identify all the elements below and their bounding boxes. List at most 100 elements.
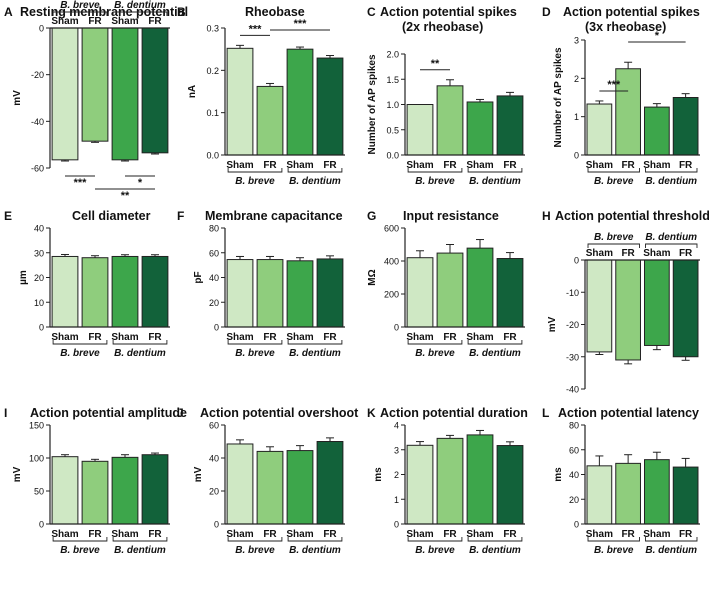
bar <box>644 259 670 346</box>
group-label: B. breve <box>235 348 275 359</box>
bar <box>256 259 284 328</box>
significance-label: * <box>655 30 660 42</box>
x-tick-label: Sham <box>286 332 313 343</box>
y-tick-label: 0 <box>574 256 579 266</box>
y-tick-label: 0 <box>574 151 579 161</box>
significance-label: * <box>138 177 143 189</box>
bar <box>672 466 699 525</box>
y-tick-label: 40 <box>34 224 44 234</box>
panel-k: K Action potential duration 0 1 2 3 4 ms Sham FR S… <box>367 406 528 556</box>
x-tick-label: FR <box>88 16 102 27</box>
y-tick-label: 20 <box>569 495 579 505</box>
chart-title: Action potential overshoot <box>200 406 359 420</box>
chart-title: Rheobase <box>245 5 305 19</box>
group-bracket <box>287 537 343 542</box>
group-bracket <box>467 168 523 173</box>
chart-title: Action potential amplitude <box>30 406 187 420</box>
y-tick-label: 20 <box>34 273 44 283</box>
y-tick-label: 0 <box>39 24 44 34</box>
bar <box>316 441 344 525</box>
group-label: B. breve <box>594 176 634 187</box>
bar <box>286 450 314 525</box>
x-tick-label: FR <box>679 248 693 259</box>
group-label: B. breve <box>235 176 275 187</box>
group-bracket <box>407 340 463 345</box>
y-tick-label: 100 <box>29 454 44 464</box>
group-bracket <box>587 168 640 173</box>
x-tick-label: Sham <box>466 332 493 343</box>
x-tick-label: FR <box>503 529 517 540</box>
group-label: B. dentium <box>645 176 697 187</box>
bar <box>141 454 169 525</box>
x-tick-label: FR <box>148 332 162 343</box>
x-tick-label: FR <box>323 332 337 343</box>
group-bracket <box>645 537 698 542</box>
bar <box>141 27 169 154</box>
bar <box>466 434 494 525</box>
panel-letter: C <box>367 5 376 19</box>
y-tick-label: 0.5 <box>386 125 399 135</box>
bar <box>406 257 434 328</box>
y-tick-label: 0 <box>574 520 579 530</box>
y-tick-label: 3 <box>574 36 579 46</box>
panel-g: G Input resistance 0 200 400 600 MΩ Sham FR Sham F… <box>367 209 525 359</box>
group-bracket <box>407 168 463 173</box>
x-tick-label: Sham <box>586 248 613 259</box>
y-axis-label: mV <box>547 316 558 332</box>
bar <box>496 445 524 525</box>
panel-e: E Cell diameter 0 10 20 30 40 µm Sham FR Sham FR B. … <box>4 209 170 359</box>
group-bracket <box>587 243 640 248</box>
panel-letter: E <box>4 209 12 223</box>
y-axis-label: ms <box>553 467 564 482</box>
bar <box>141 255 169 328</box>
y-tick-label: 0.0 <box>386 151 399 161</box>
y-tick-label: 600 <box>384 224 399 234</box>
y-tick-label: 2 <box>574 74 579 84</box>
bar <box>51 456 79 525</box>
x-tick-label: FR <box>263 160 277 171</box>
group-label: B. dentium <box>114 348 166 359</box>
y-tick-label: -30 <box>566 352 579 362</box>
x-tick-label: Sham <box>51 16 78 27</box>
chart-title: Action potential threshold <box>555 209 709 223</box>
y-tick-label: 40 <box>569 470 579 480</box>
y-tick-label: 200 <box>384 290 399 300</box>
bar <box>644 106 670 156</box>
panel-f: F Membrane capacitance 0 20 40 60 80 pF Sham FR Sh… <box>177 209 345 359</box>
group-bracket <box>645 243 698 248</box>
y-tick-label: 2.0 <box>386 50 399 60</box>
group-bracket <box>467 340 523 345</box>
significance-label: ** <box>121 190 130 202</box>
x-tick-label: Sham <box>111 332 138 343</box>
y-tick-label: 20 <box>209 298 219 308</box>
y-tick-label: 60 <box>209 421 219 431</box>
bar <box>81 27 109 142</box>
chart-title: Action potential spikes <box>563 5 700 19</box>
x-tick-label: Sham <box>643 248 670 259</box>
group-bracket <box>467 537 523 542</box>
x-tick-label: FR <box>503 160 517 171</box>
x-tick-label: Sham <box>111 16 138 27</box>
group-label: B. dentium <box>114 545 166 556</box>
x-tick-label: Sham <box>51 332 78 343</box>
x-tick-label: FR <box>679 160 693 171</box>
group-bracket <box>112 537 168 542</box>
y-tick-label: 0.2 <box>206 66 219 76</box>
bar <box>586 465 613 525</box>
x-tick-label: FR <box>621 529 635 540</box>
group-bracket <box>587 537 640 542</box>
x-tick-label: FR <box>503 332 517 343</box>
y-tick-label: 1 <box>574 112 579 122</box>
bar <box>644 459 670 525</box>
bar <box>81 257 109 328</box>
y-tick-label: 1.0 <box>386 100 399 110</box>
y-tick-label: 0 <box>214 520 219 530</box>
y-tick-label: 0 <box>39 520 44 530</box>
y-axis-label: mV <box>12 90 23 106</box>
panel-letter: H <box>542 209 551 223</box>
group-label: B. dentium <box>114 0 166 11</box>
y-tick-label: 60 <box>209 248 219 258</box>
x-tick-label: FR <box>443 529 457 540</box>
group-bracket <box>52 11 108 16</box>
